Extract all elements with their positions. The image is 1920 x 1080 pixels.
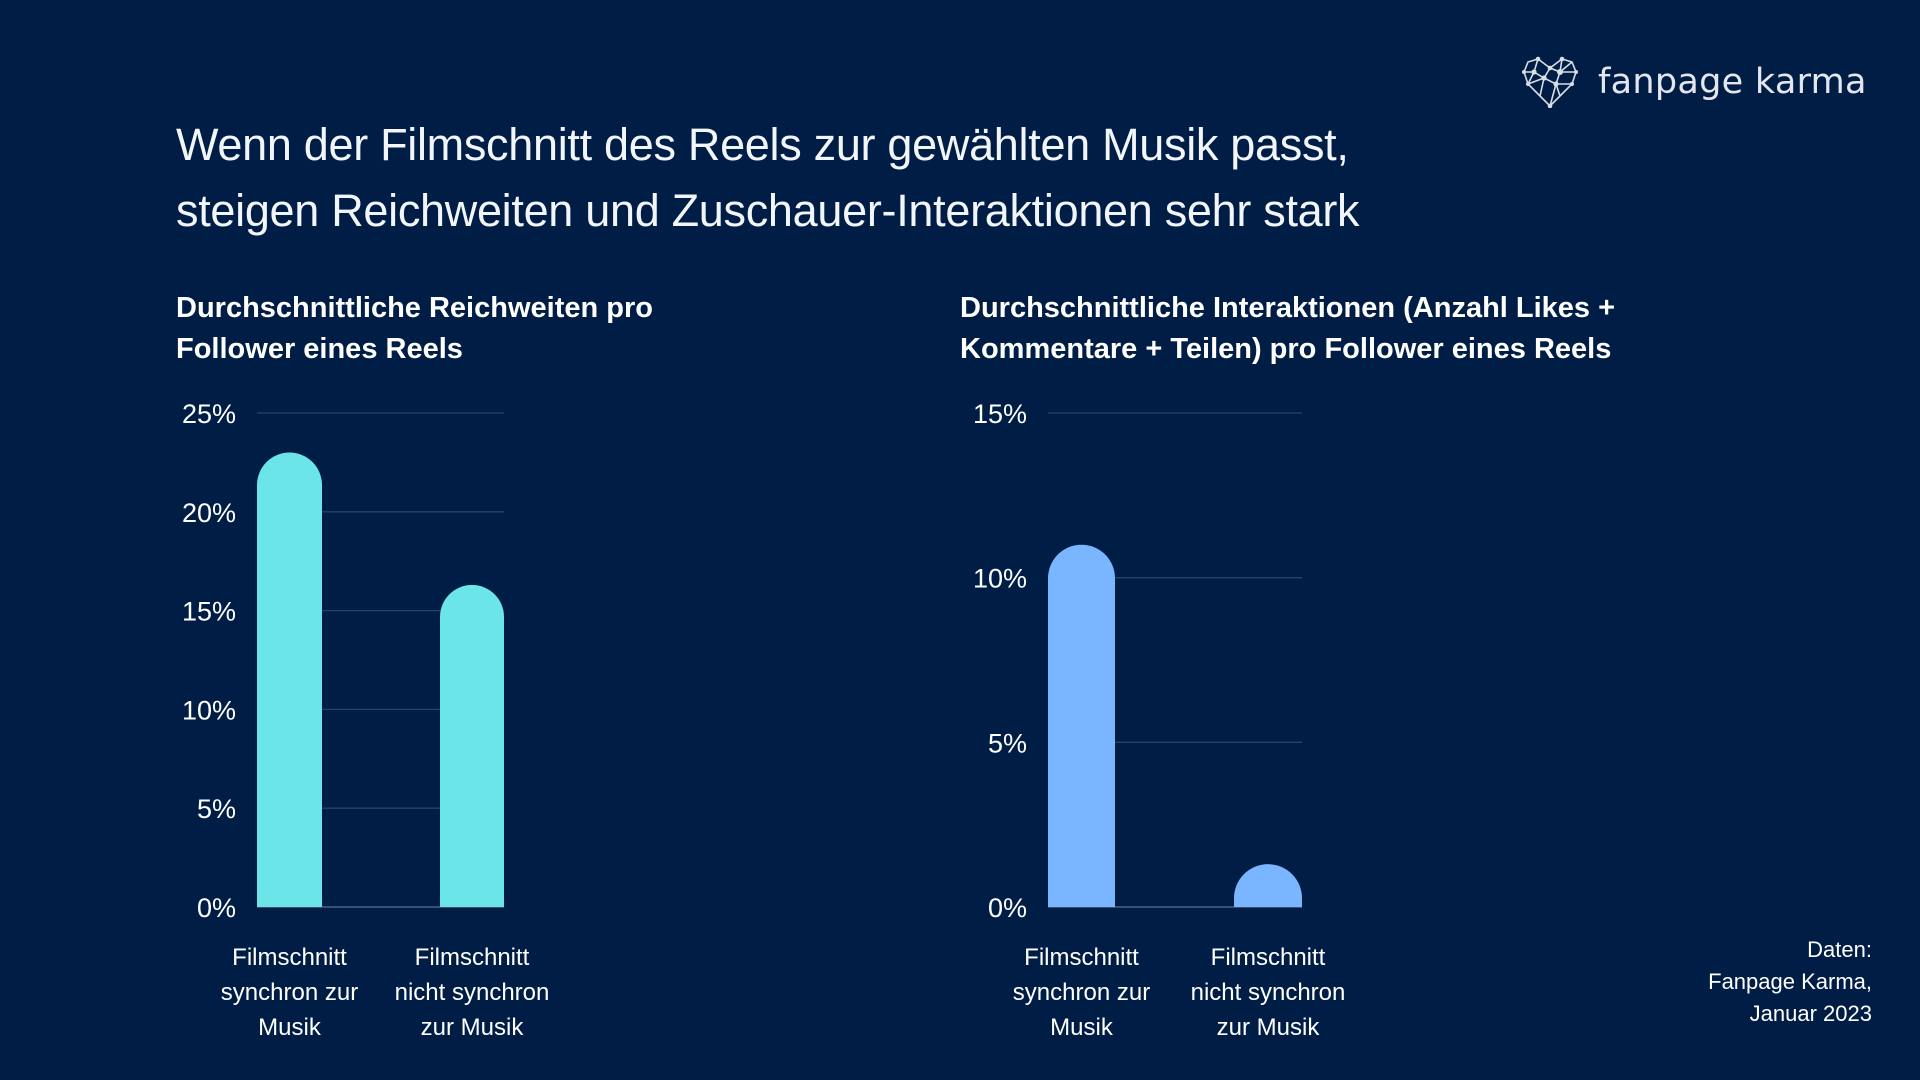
page-title: Wenn der Filmschnitt des Reels zur gewäh… (176, 112, 1360, 244)
chart-2-x-label: Musik (1050, 1014, 1114, 1041)
chart-1-title-line-2: Follower eines Reels (176, 333, 463, 365)
chart-1-y-tick-label: 25% (182, 399, 236, 429)
chart-1-y-tick-label: 0% (197, 893, 236, 923)
chart-2-title-line-2: Kommentare + Teilen) pro Follower eines … (960, 333, 1612, 365)
chart-2-bar-1 (1048, 544, 1115, 907)
chart-1-x-label: Filmschnitt (232, 944, 347, 971)
chart-2-title: Durchschnittliche Interaktionen (Anzahl … (960, 288, 1615, 370)
chart-2-x-label: Filmschnitt (1211, 944, 1326, 971)
chart-2-x-label: nicht synchron (1191, 979, 1346, 1006)
chart-2-x-label: zur Musik (1217, 1014, 1321, 1041)
chart-1-y-tick-label: 5% (197, 794, 236, 824)
chart-1-x-label: Filmschnitt (415, 944, 530, 971)
chart-1-x-label: zur Musik (421, 1014, 525, 1041)
chart-2-y-tick-label: 0% (988, 893, 1027, 923)
chart-1-y-tick-label: 10% (182, 695, 236, 725)
chart-1-y-tick-label: 15% (182, 597, 236, 627)
chart-1-bar-2 (440, 584, 504, 907)
chart-2-x-label: synchron zur (1013, 979, 1150, 1006)
chart-1-y-tick-label: 20% (182, 498, 236, 528)
chart-2-y-tick-label: 10% (973, 564, 1027, 594)
chart-2-y-tick-label: 5% (988, 728, 1027, 758)
heart-network-icon (1522, 56, 1578, 108)
fanpage-karma-logo: fanpage karma (1522, 56, 1867, 108)
source-line-2: Fanpage Karma, (1708, 969, 1872, 994)
chart-1-title-line-1: Durchschnittliche Reichweiten pro (176, 292, 653, 324)
chart-1-x-label: nicht synchron (395, 979, 550, 1006)
chart-1-x-label: Musik (258, 1014, 322, 1041)
chart-2-bar-2 (1234, 864, 1302, 907)
chart-1-bar-1 (257, 452, 322, 907)
source-line-3: Januar 2023 (1749, 1001, 1872, 1026)
chart-2-x-label: Filmschnitt (1024, 944, 1139, 971)
data-source-note: Daten: Fanpage Karma, Januar 2023 (1708, 934, 1872, 1030)
chart-1-title: Durchschnittliche Reichweiten pro Follow… (176, 288, 653, 370)
chart-2-title-line-1: Durchschnittliche Interaktionen (Anzahl … (960, 292, 1616, 324)
title-line-2: steigen Reichweiten und Zuschauer-Intera… (176, 185, 1360, 236)
chart-2-y-tick-label: 15% (973, 399, 1027, 429)
title-line-1: Wenn der Filmschnitt des Reels zur gewäh… (176, 119, 1349, 170)
logo-text: fanpage karma (1598, 62, 1867, 102)
source-line-1: Daten: (1807, 937, 1872, 962)
chart-1-x-label: synchron zur (221, 979, 358, 1006)
